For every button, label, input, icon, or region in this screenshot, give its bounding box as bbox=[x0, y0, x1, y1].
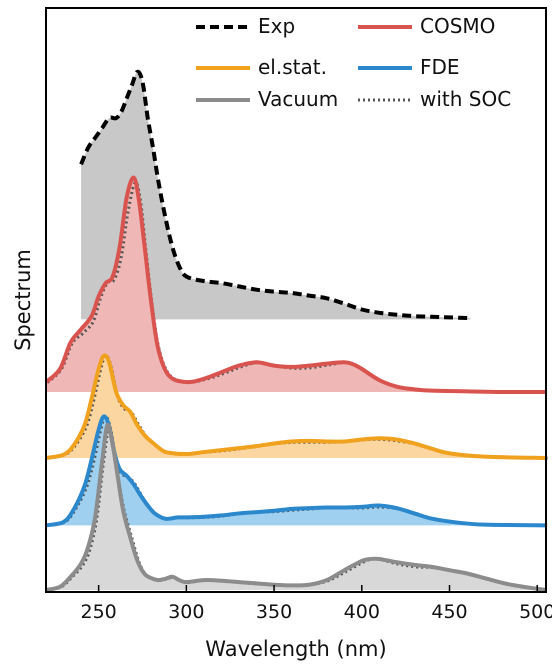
legend: Exp COSMO el.stat. FDE Vacuum with SOC bbox=[196, 14, 511, 111]
x-tick-label-400: 400 bbox=[344, 601, 380, 623]
cosmo-line bbox=[44, 175, 547, 395]
legend-label-cosmo: COSMO bbox=[420, 14, 495, 38]
series-lines bbox=[44, 69, 548, 592]
legend-label-el-stat: el.stat. bbox=[258, 55, 327, 79]
vacuum-fill bbox=[46, 424, 546, 590]
series-fills bbox=[46, 71, 546, 590]
vacuum-line bbox=[45, 422, 547, 592]
legend-label-fde: FDE bbox=[420, 55, 460, 79]
legend-label-vacuum: Vacuum bbox=[258, 87, 338, 111]
x-tick-label-350: 350 bbox=[256, 601, 292, 623]
cosmo-fill bbox=[46, 177, 546, 393]
legend-label-with-soc: with SOC bbox=[420, 87, 511, 111]
x-tick-label-500: 500 bbox=[519, 601, 552, 623]
x-tick-label-250: 250 bbox=[80, 601, 116, 623]
x-tick-label-450: 450 bbox=[431, 601, 467, 623]
x-tick-label-300: 300 bbox=[168, 601, 204, 623]
plot-frame bbox=[45, 7, 547, 593]
fde-line bbox=[45, 414, 547, 528]
y-axis-title: Spectrum bbox=[11, 249, 35, 351]
x-axis-title: Wavelength (nm) bbox=[205, 637, 386, 661]
x-axis-ticks: 250 300 350 400 450 500 bbox=[80, 585, 552, 623]
el-stat-line bbox=[45, 353, 547, 460]
legend-label-exp: Exp bbox=[258, 14, 295, 38]
